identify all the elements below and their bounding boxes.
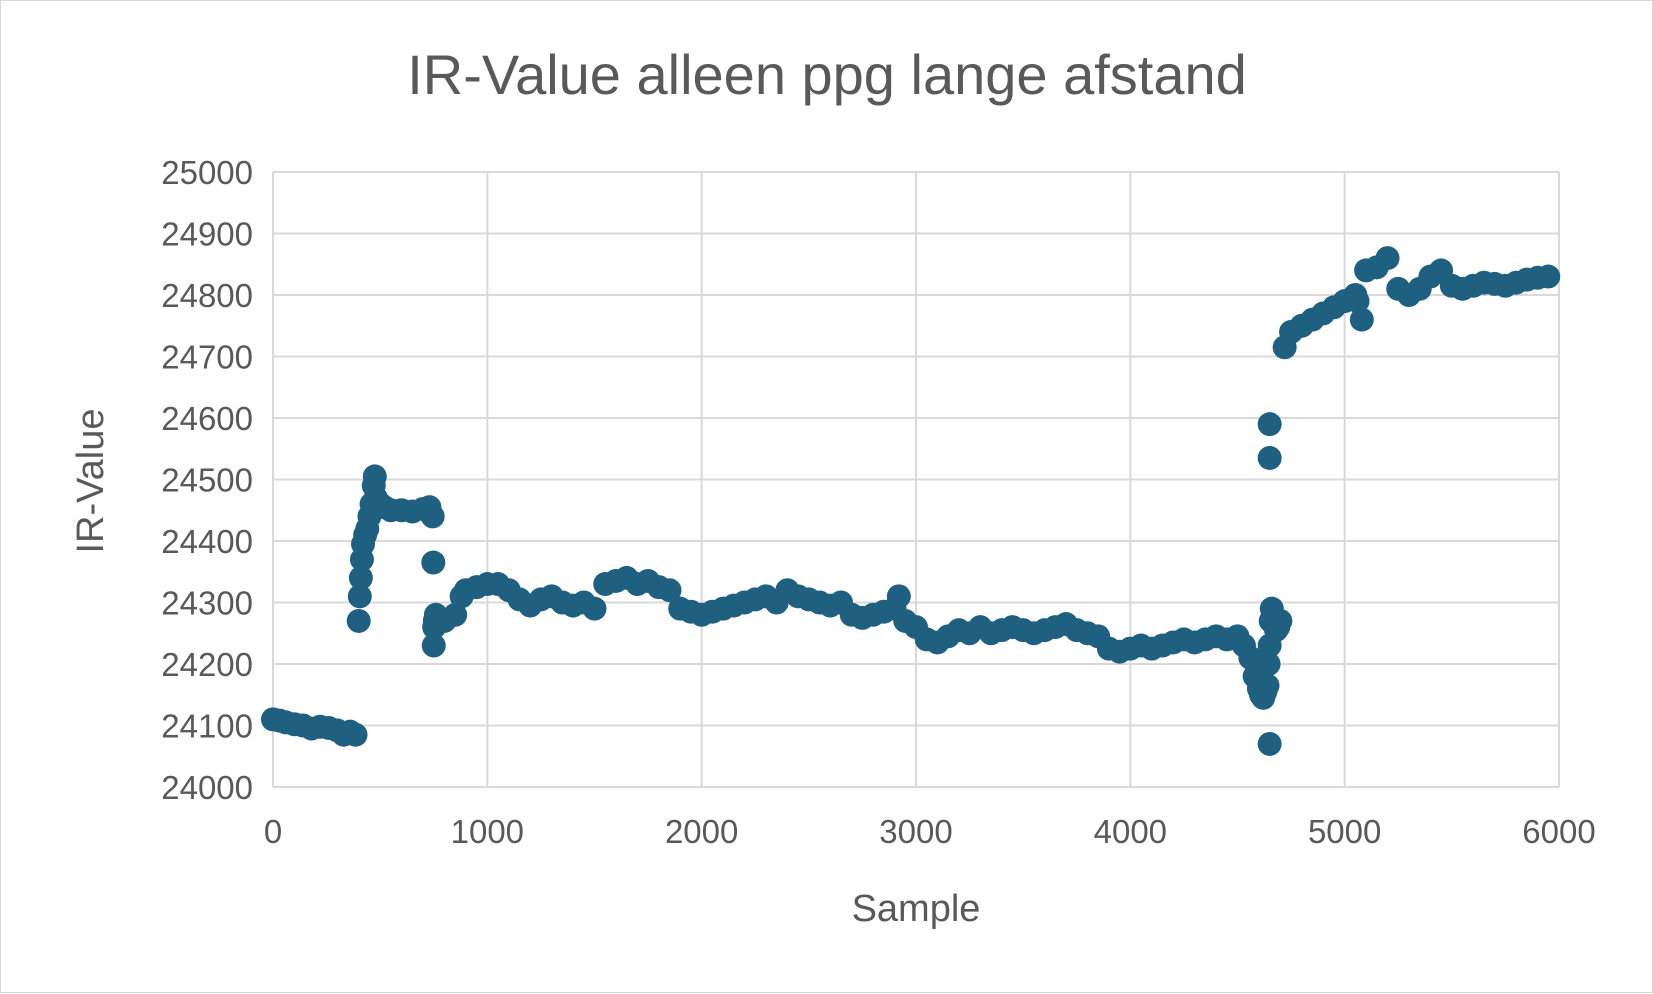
tick-labels: 24000 24100 24200 24300 24400 24500 24600 24700… [161,154,1595,850]
x-tick-label: 3000 [879,813,952,850]
gridlines [272,171,1560,788]
data-point [421,550,446,575]
y-tick-label: 24800 [161,277,253,314]
data-point [582,596,607,621]
y-tick-label: 24000 [161,769,253,806]
data-point [443,602,468,627]
x-tick-label: 2000 [665,813,738,850]
data-point [1349,307,1374,332]
x-tick-label: 0 [264,813,282,850]
data-point [1238,645,1263,670]
data-point [1255,673,1280,698]
data-point [420,504,445,529]
y-tick-label: 24200 [161,646,253,683]
data-point [1345,289,1370,314]
data-point [1536,264,1561,289]
y-tick-label: 24600 [161,400,253,437]
x-tick-label: 6000 [1522,813,1595,850]
data-point [343,722,368,747]
y-tick-label: 24500 [161,462,253,499]
data-point [346,608,371,633]
data-point [1257,412,1282,437]
data-point [1257,731,1282,756]
y-tick-label: 24400 [161,523,253,560]
x-axis-title: Sample [852,888,981,930]
data-point [1268,608,1293,633]
data-point [1375,246,1400,271]
data-point [886,584,911,609]
x-tick-label: 4000 [1094,813,1167,850]
data-point [348,565,373,590]
data-point [1257,445,1282,470]
y-tick-label: 24700 [161,339,253,376]
y-axis-title: IR-Value [70,408,112,553]
y-tick-label: 24300 [161,585,253,622]
x-tick-label: 1000 [451,813,524,850]
data-point [1256,652,1281,676]
data-points [261,246,1561,756]
data-point [421,633,446,658]
y-tick-label: 24100 [161,708,253,745]
y-tick-label: 24900 [161,216,253,253]
data-point [347,584,372,609]
chart-title: IR-Value alleen ppg lange afstand [407,43,1247,106]
x-tick-label: 5000 [1308,813,1381,850]
data-point [657,578,682,603]
y-tick-label: 25000 [161,154,253,191]
data-point [362,464,387,489]
